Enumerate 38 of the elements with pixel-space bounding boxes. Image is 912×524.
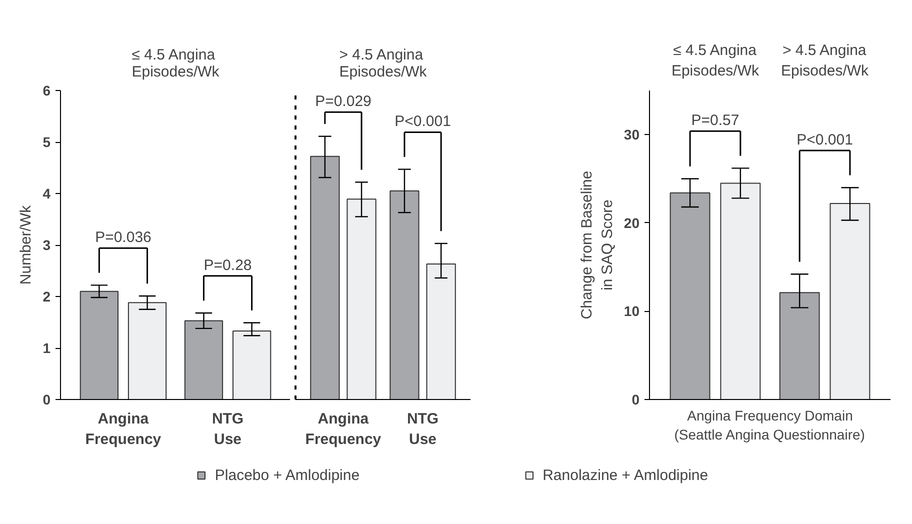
y-tick-label: 20 [624,214,640,231]
annotation: P=0.029 [315,93,372,110]
y-tick-label: 30 [624,126,640,143]
x-tick-label: Angina Frequency [85,410,162,448]
x-tick-label: NTG Use [212,410,244,448]
y-tick-label: 6 [42,82,51,98]
y-tick-label: 1 [42,340,51,356]
bar [346,198,376,400]
bar [670,192,710,400]
y-axis-title: Number/Wk [18,204,35,285]
bar [779,292,820,400]
x-axis-title: Angina Frequency Domain (Seattle Angina Questionnaire) [674,408,865,443]
x-tick-label: Angina Frequency [305,410,382,448]
y-axis-title: Change from Baseline in SAQ Score [578,170,616,320]
x-tick-label: NTG Use [406,410,439,448]
y-tick-label: 0 [632,392,640,408]
bar [426,264,456,400]
y-tick-label: 10 [624,303,640,320]
bar [310,156,340,400]
annotation: P=0.57 [691,112,740,130]
y-tick-label: 0 [42,392,51,408]
annotation: P=0.036 [95,229,152,246]
annotation: P<0.001 [796,132,853,149]
bar [720,182,761,400]
y-tick-label: 2 [42,288,51,304]
annotation: P=0.28 [204,256,252,274]
annotation: P<0.001 [394,113,451,130]
legend-label: Ranolazine + Amlodipine [542,466,708,484]
legend-label: Placebo + Amlodipine [214,466,360,484]
bar [390,190,420,400]
bar [128,302,167,400]
y-tick-label: 5 [42,134,51,150]
bar [184,320,224,400]
y-tick-label: 3 [42,237,51,253]
bar [232,330,272,400]
bar [830,203,870,400]
y-tick-label: 4 [42,186,51,202]
bar [80,290,118,400]
